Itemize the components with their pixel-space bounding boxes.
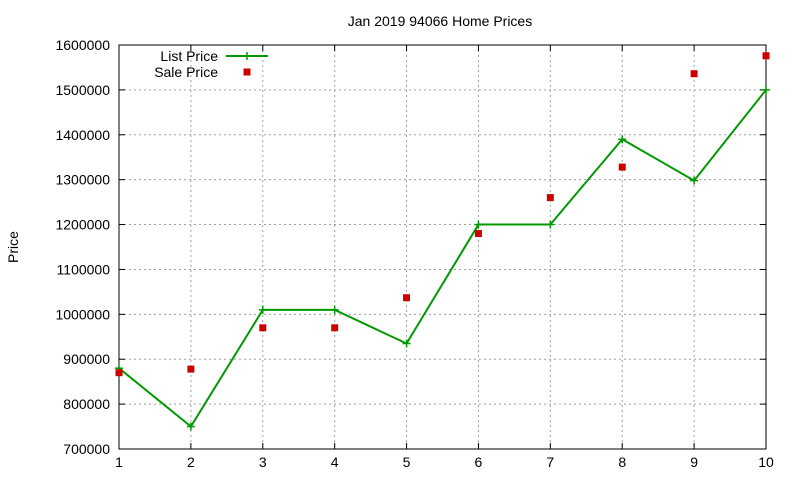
tick-labels: 1 2 3 4 5 6 7 8 9 10 700000 800000 900000 1000000 1100… <box>55 37 774 470</box>
legend-label: Sale Price <box>154 64 218 80</box>
plot-frame <box>118 44 767 450</box>
y-tick-label: 1300000 <box>55 172 110 188</box>
data-point <box>115 369 123 377</box>
data-point <box>331 324 339 332</box>
data-point <box>546 220 555 229</box>
y-tick-label: 1500000 <box>55 82 110 98</box>
data-point <box>403 294 411 302</box>
y-axis-label: Price <box>5 231 21 263</box>
series-list-price <box>115 85 770 431</box>
grid-lines <box>119 45 766 449</box>
y-tick-label: 1100000 <box>57 261 111 277</box>
data-point <box>186 422 195 431</box>
x-tick-label: 5 <box>403 454 411 470</box>
data-point <box>618 135 627 144</box>
data-point <box>259 324 267 332</box>
x-tick-label: 1 <box>115 454 123 470</box>
y-tick-label: 1000000 <box>55 306 110 322</box>
x-tick-label: 7 <box>546 454 554 470</box>
axes <box>118 44 767 450</box>
legend-label: List Price <box>160 48 218 64</box>
series-line <box>118 89 767 429</box>
legend-cross-swatch <box>243 52 251 60</box>
y-tick-label: 900000 <box>63 351 110 367</box>
legend-square-swatch <box>243 68 251 76</box>
legend-item: List Price <box>160 48 268 64</box>
x-tick-label: 2 <box>187 454 195 470</box>
data-point <box>762 52 770 60</box>
data-point <box>402 339 411 348</box>
y-tick-label: 1400000 <box>55 127 110 143</box>
data-point <box>690 176 699 185</box>
data-point <box>474 220 483 229</box>
y-tick-label: 1600000 <box>55 37 110 53</box>
x-tick-label: 6 <box>475 454 483 470</box>
x-tick-label: 4 <box>331 454 339 470</box>
data-point <box>546 194 554 202</box>
data-point <box>618 163 626 171</box>
data-point <box>258 305 267 314</box>
data-point <box>187 365 195 373</box>
data-series <box>115 52 770 431</box>
data-point <box>474 230 482 238</box>
legend-item: Sale Price <box>154 64 251 80</box>
y-tick-label: 700000 <box>63 441 110 457</box>
data-point <box>762 85 770 94</box>
y-tick-label: 800000 <box>63 396 110 412</box>
data-point <box>690 70 698 78</box>
x-tick-label: 8 <box>618 454 626 470</box>
series-sale-price <box>115 52 770 377</box>
chart-title: Jan 2019 94066 Home Prices <box>348 13 532 29</box>
x-tick-label: 9 <box>690 454 698 470</box>
x-tick-label: 10 <box>758 454 774 470</box>
x-tick-label: 3 <box>259 454 267 470</box>
y-tick-label: 1200000 <box>55 217 110 233</box>
data-point <box>330 305 339 314</box>
